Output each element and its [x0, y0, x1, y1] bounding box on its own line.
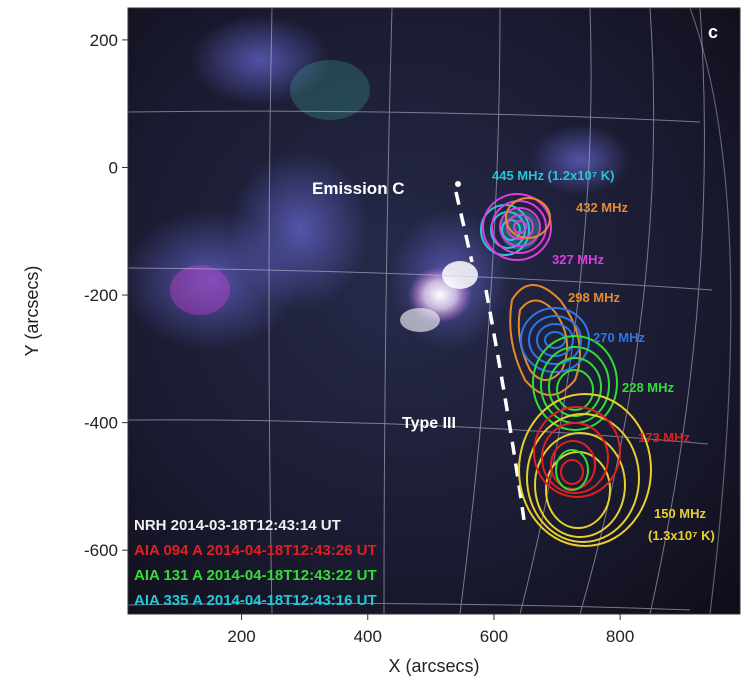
- contour-327mhz: [482, 193, 552, 261]
- contour-270mhz: [520, 307, 590, 373]
- contour-150mhz: [518, 393, 652, 547]
- x-tick-label: 400: [354, 627, 382, 646]
- legend-aia-131: AIA 131 A 2014-04-18T12:43:22 UT: [134, 567, 377, 584]
- legend-nrh: NRH 2014-03-18T12:43:14 UT: [134, 517, 341, 534]
- y-axis-ticks: 200 0 -200 -400 -600: [84, 31, 128, 560]
- panel-label: c: [708, 22, 718, 42]
- freq-label-150: 150 MHz: [654, 506, 707, 521]
- freq-label-228: 228 MHz: [622, 380, 675, 395]
- freq-label-150-temp: (1.3x10⁷ K): [648, 528, 715, 543]
- freq-label-445: 445 MHz (1.2x10⁷ K): [492, 168, 614, 183]
- frequency-labels: 445 MHz (1.2x10⁷ K) 432 MHz 327 MHz 298 …: [492, 168, 715, 543]
- x-tick-label: 600: [480, 627, 508, 646]
- legend-aia-335: AIA 335 A 2014-04-18T12:43:16 UT: [134, 592, 377, 609]
- radio-contours: [480, 193, 652, 547]
- y-axis-label: Y (arcsecs): [22, 266, 42, 357]
- y-tick-label: -200: [84, 286, 118, 305]
- freq-label-270: 270 MHz: [593, 330, 646, 345]
- y-tick-label: 0: [109, 158, 118, 177]
- contour-131-inner: [555, 449, 589, 491]
- x-tick-label: 800: [606, 627, 634, 646]
- plot-frame: [127, 7, 741, 615]
- freq-label-327: 327 MHz: [552, 252, 605, 267]
- y-tick-label: 200: [90, 31, 118, 50]
- contour-228mhz: [532, 335, 618, 431]
- freq-label-298: 298 MHz: [568, 290, 621, 305]
- freq-label-432: 432 MHz: [576, 200, 629, 215]
- emission-c-label: Emission C: [312, 179, 405, 198]
- legend-aia-094: AIA 094 A 2014-04-18T12:43:26 UT: [134, 542, 377, 559]
- type3-path: [454, 191, 526, 521]
- contour-432mhz: [505, 197, 551, 239]
- x-axis-ticks: 200 400 600 800: [227, 614, 634, 646]
- euv-image: [128, 8, 732, 614]
- emission-c-marker: [455, 181, 461, 187]
- contour-173mhz: [533, 406, 621, 498]
- x-axis-label: X (arcsecs): [388, 656, 479, 676]
- type3-label: Type III: [402, 415, 456, 432]
- x-tick-label: 200: [227, 627, 255, 646]
- y-tick-label: -600: [84, 541, 118, 560]
- freq-label-173: 173 MHz: [638, 430, 691, 445]
- legend: NRH 2014-03-18T12:43:14 UT AIA 094 A 201…: [134, 517, 377, 609]
- y-tick-label: -400: [84, 414, 118, 433]
